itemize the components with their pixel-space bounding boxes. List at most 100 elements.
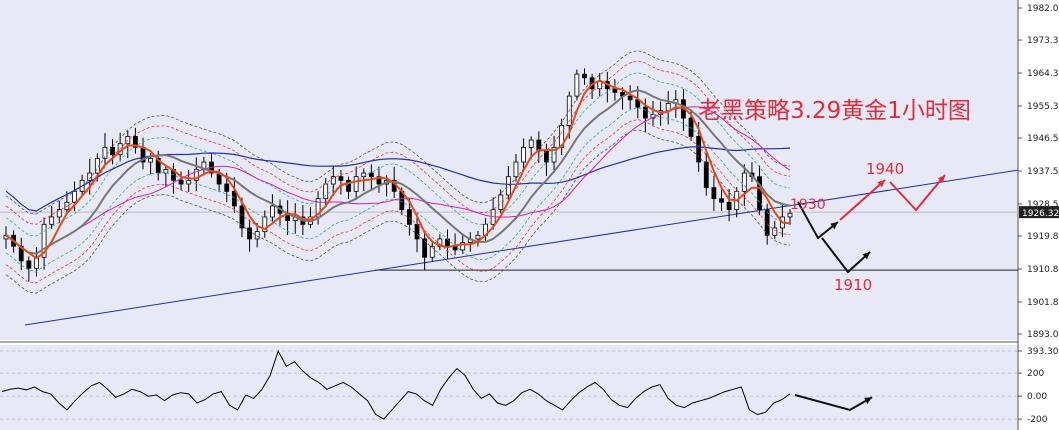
candle-body — [414, 223, 420, 240]
ma-mid-line — [5, 89, 791, 255]
candle-body — [612, 88, 618, 93]
candle-body — [49, 216, 55, 225]
candle-body — [193, 168, 199, 181]
ma-slow-line — [5, 146, 791, 212]
candle-body — [270, 205, 275, 218]
band-lower-green — [5, 107, 791, 272]
current-price-box — [1019, 206, 1059, 219]
band-lower — [5, 119, 791, 284]
candle-body — [498, 194, 504, 211]
candle-body — [368, 172, 374, 178]
candle-body — [41, 223, 47, 258]
annotation-label: 1930 — [790, 197, 826, 213]
ma-fast-line — [5, 79, 791, 260]
candle-body — [711, 187, 717, 200]
candle-body — [102, 146, 108, 159]
candle-body — [460, 242, 466, 251]
candle-body — [574, 73, 580, 97]
candle-body — [26, 260, 32, 269]
candle-body — [665, 103, 671, 112]
band-upper-outer — [5, 50, 791, 215]
forecast-arrow-black-1-head — [830, 222, 838, 230]
candle-body — [764, 209, 770, 236]
y-tick-label: 1955.30 — [1027, 102, 1059, 112]
candle-body — [513, 161, 519, 178]
y-tick-label: 1982.05 — [1027, 4, 1059, 14]
candle-body — [132, 135, 138, 148]
osc-forecast-arrow — [794, 394, 873, 412]
candle-body — [262, 216, 268, 233]
candle-body — [254, 231, 260, 240]
candle-body — [178, 179, 184, 185]
candle-body — [338, 176, 344, 181]
osc-forecast-arrow-head — [864, 397, 872, 404]
candle-body — [627, 95, 633, 101]
forecast-arrow-red-2 — [889, 174, 946, 212]
candle-body — [642, 106, 648, 119]
annotation-label: 1940 — [866, 160, 904, 178]
y-tick-label: 1946.55 — [1027, 134, 1059, 144]
y-tick-label: 1937.55 — [1027, 167, 1059, 177]
forecast-arrow-red-1-head — [877, 180, 885, 188]
candle-body — [696, 135, 702, 163]
candle-body — [330, 176, 336, 185]
ma-pink-line — [5, 106, 791, 255]
annotation-label: 1910 — [834, 276, 872, 294]
candle-body — [163, 168, 169, 174]
oscillator-panel-bg — [0, 345, 1018, 430]
forecast-arrow-red-1 — [839, 179, 886, 221]
band-upper — [5, 60, 791, 225]
osc-tick-label: -200 — [1027, 415, 1048, 425]
candle-body — [315, 198, 321, 218]
band-upper-green — [5, 72, 791, 237]
oscillator-line — [1, 349, 791, 420]
y-tick-label: 1973.30 — [1027, 36, 1059, 46]
candle-body — [475, 234, 481, 240]
candle-body — [772, 227, 778, 236]
candle-body — [726, 201, 732, 211]
candle-body — [407, 209, 412, 225]
candle-body — [148, 157, 154, 163]
candle-body — [224, 183, 230, 192]
y-tick-label: 1964.30 — [1027, 69, 1059, 79]
current-price-label: 1926.32 — [1022, 209, 1059, 219]
forecast-arrow-black-2-head — [862, 252, 870, 260]
candle-body — [429, 245, 435, 258]
candle-body — [239, 205, 245, 229]
candle-body — [56, 209, 62, 218]
y-tick-label: 1928.55 — [1027, 200, 1059, 210]
forecast-arrow-black-1 — [797, 201, 839, 240]
candle-body — [87, 172, 93, 181]
candle-body — [551, 146, 557, 163]
candle-body — [597, 81, 603, 90]
candle-body — [719, 198, 724, 203]
y-tick-label: 1910.80 — [1027, 265, 1059, 275]
osc-tick-label: 200 — [1027, 369, 1044, 379]
band-lower-outer — [5, 129, 791, 294]
y-tick-label: 1901.80 — [1027, 298, 1059, 308]
candle-body — [231, 190, 237, 207]
main-panel-bg — [0, 0, 1018, 340]
chart-title: 老黑策略3.29黄金1小时图 — [698, 98, 971, 124]
forecast-arrow-red-2-head — [937, 175, 945, 183]
osc-tick-label: 0.00 — [1027, 392, 1047, 402]
trend-line — [24, 169, 1019, 326]
candle-body — [582, 73, 587, 79]
candle-body — [110, 146, 115, 156]
candle-body — [703, 161, 709, 189]
candle-body — [346, 179, 351, 192]
candle-body — [247, 227, 252, 240]
forecast-arrow-black-2 — [821, 237, 871, 274]
osc-tick-label: 393.306 — [1027, 347, 1059, 357]
y-tick-label: 1919.80 — [1027, 232, 1059, 242]
candle-body — [422, 238, 428, 258]
candle-body — [505, 176, 511, 196]
candle-body — [787, 212, 793, 218]
candle-body — [757, 176, 762, 211]
candle-body — [528, 139, 534, 148]
candle-body — [741, 172, 747, 192]
candle-body — [353, 176, 359, 192]
y-tick-label: 1893.05 — [1027, 330, 1059, 340]
candle-body — [521, 146, 526, 163]
